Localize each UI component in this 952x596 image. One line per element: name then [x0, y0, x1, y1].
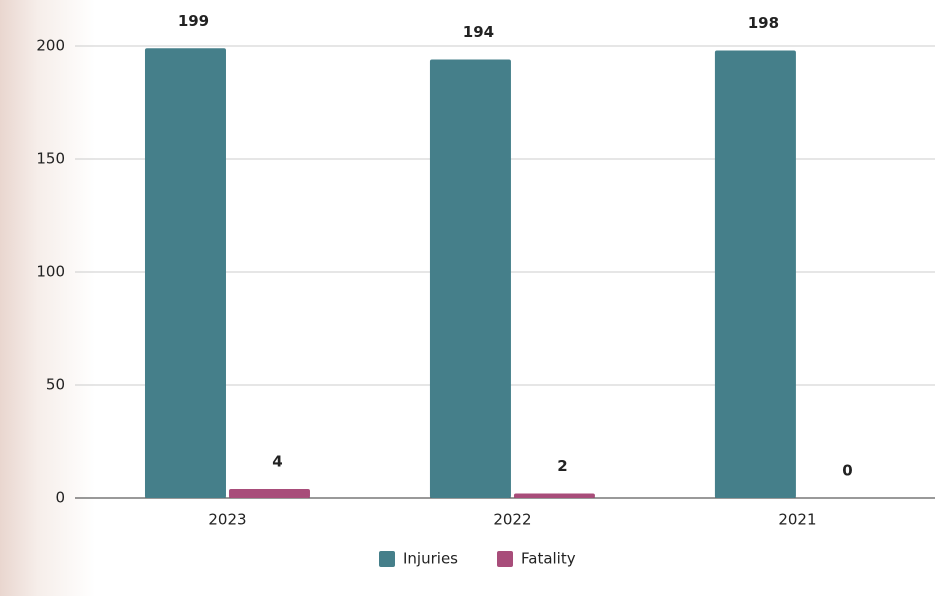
bar — [714, 50, 796, 499]
bar — [513, 493, 595, 498]
bar — [228, 488, 310, 498]
value-label: 199 — [178, 12, 209, 30]
x-tick-label: 2023 — [208, 511, 246, 529]
value-label: 0 — [842, 462, 852, 480]
y-tick-label: 0 — [55, 489, 65, 507]
bar — [144, 48, 226, 498]
y-tick-label: 150 — [36, 150, 65, 168]
legend-swatch — [379, 551, 395, 567]
y-tick-label: 50 — [46, 376, 65, 394]
value-label: 2 — [557, 457, 567, 475]
value-label: 194 — [463, 23, 494, 41]
x-tick-label: 2021 — [778, 511, 816, 529]
bar — [429, 59, 511, 499]
legend-label: Fatality — [521, 550, 576, 568]
y-tick-label: 100 — [36, 263, 65, 281]
value-label: 4 — [272, 452, 282, 470]
y-tick-label: 200 — [36, 37, 65, 55]
legend-label: Injuries — [403, 550, 458, 568]
x-tick-label: 2022 — [493, 511, 531, 529]
legend-swatch — [497, 551, 513, 567]
value-label: 198 — [748, 14, 779, 32]
